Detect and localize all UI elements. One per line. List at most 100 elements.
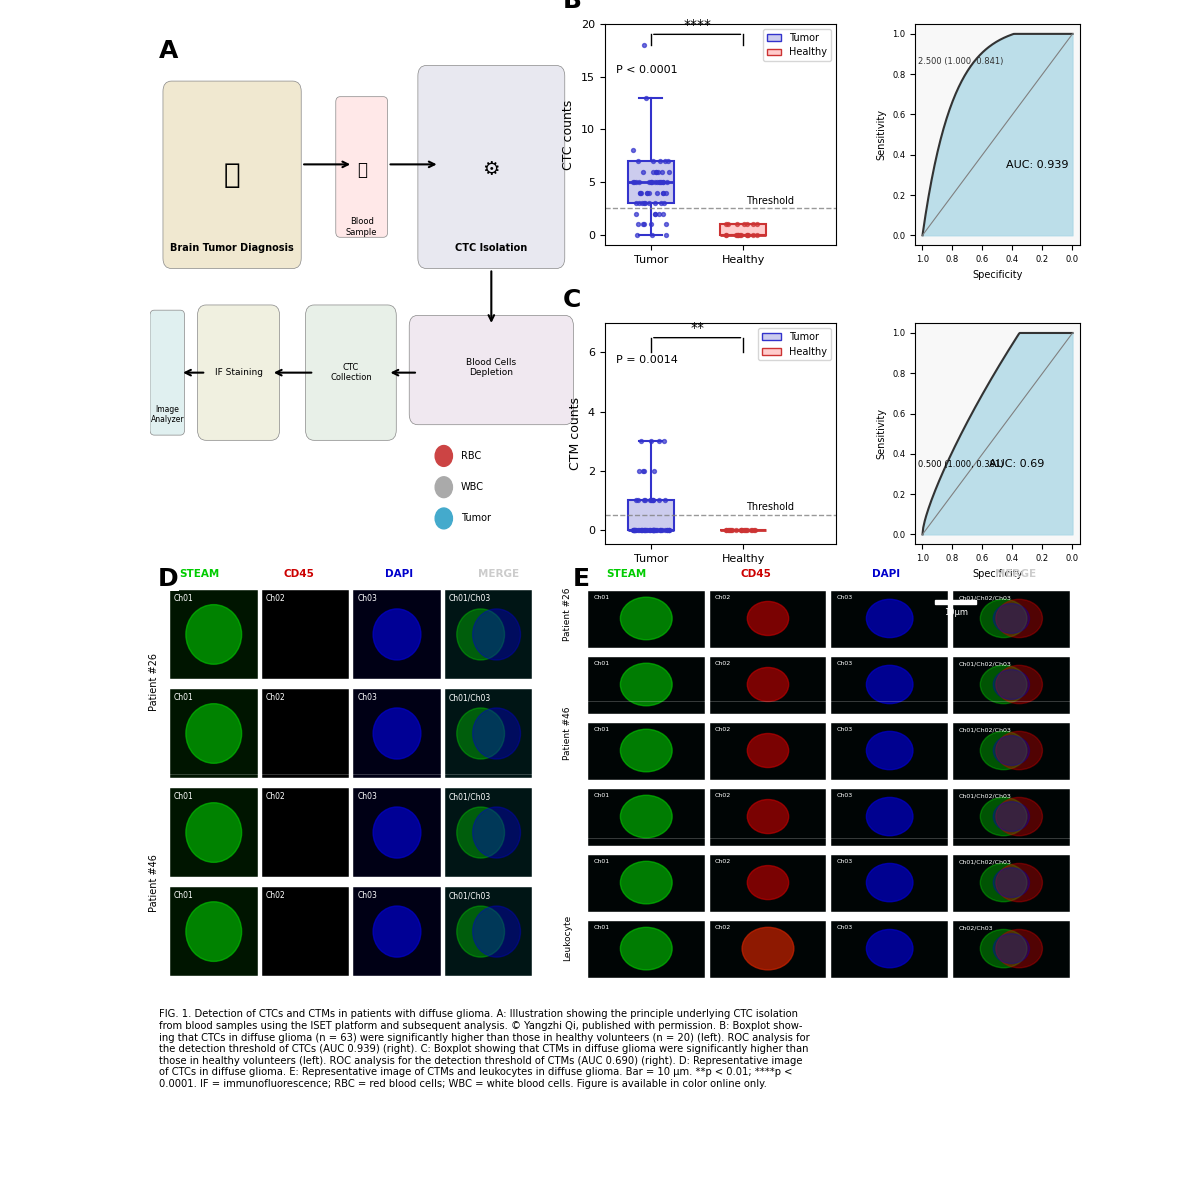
Text: Ch03: Ch03 [836, 793, 853, 798]
Circle shape [186, 902, 241, 962]
Point [727, 214, 746, 233]
Point [636, 520, 655, 539]
Text: STEAM: STEAM [607, 570, 647, 580]
Circle shape [473, 609, 521, 660]
Point [625, 520, 644, 539]
Point [634, 461, 653, 480]
Point [659, 520, 678, 539]
Circle shape [742, 927, 794, 970]
Point [649, 490, 668, 509]
Text: Patient #26: Patient #26 [149, 653, 158, 712]
Circle shape [866, 929, 913, 967]
Text: Patient #46: Patient #46 [149, 853, 158, 912]
Point [716, 520, 736, 539]
Point [629, 214, 648, 233]
FancyBboxPatch shape [353, 887, 440, 976]
FancyBboxPatch shape [170, 590, 258, 679]
Text: Ch02: Ch02 [265, 891, 286, 900]
Circle shape [748, 601, 788, 635]
Text: Ch03: Ch03 [836, 662, 853, 666]
FancyBboxPatch shape [588, 657, 704, 714]
Circle shape [866, 732, 913, 770]
FancyBboxPatch shape [832, 789, 948, 846]
Point [626, 490, 646, 509]
Point [646, 205, 665, 224]
Point [650, 173, 670, 192]
X-axis label: Specificity: Specificity [972, 569, 1022, 578]
Point [636, 520, 655, 539]
FancyBboxPatch shape [170, 689, 258, 778]
Text: 10μm: 10μm [943, 608, 967, 616]
Text: Ch01: Ch01 [593, 662, 610, 666]
Point [744, 214, 763, 233]
Point [716, 225, 736, 244]
Text: Ch01/Ch02/Ch03: Ch01/Ch02/Ch03 [959, 727, 1012, 732]
Point [656, 214, 676, 233]
Point [625, 520, 644, 539]
Text: Ch02/Ch03: Ch02/Ch03 [959, 925, 992, 931]
Circle shape [436, 477, 452, 497]
Text: Ch01/Ch03: Ch01/Ch03 [449, 693, 491, 702]
Point [642, 214, 661, 233]
Text: AUC: 0.69: AUC: 0.69 [989, 459, 1045, 469]
FancyBboxPatch shape [170, 887, 258, 976]
Point [624, 520, 643, 539]
Circle shape [457, 708, 504, 759]
Point [635, 36, 654, 55]
FancyBboxPatch shape [445, 590, 533, 679]
Point [658, 173, 677, 192]
Point [726, 225, 745, 244]
FancyBboxPatch shape [953, 789, 1069, 846]
Point [641, 490, 660, 509]
Point [731, 520, 750, 539]
Point [650, 520, 670, 539]
Point [641, 520, 660, 539]
Point [632, 520, 652, 539]
Text: Ch01: Ch01 [174, 693, 193, 702]
Point [648, 173, 667, 192]
Point [647, 183, 666, 202]
Circle shape [994, 603, 1030, 633]
Point [721, 520, 740, 539]
Circle shape [996, 732, 1043, 770]
Point [744, 225, 763, 244]
FancyBboxPatch shape [445, 689, 533, 778]
Text: Ch03: Ch03 [358, 793, 377, 801]
FancyBboxPatch shape [409, 315, 574, 425]
Point [640, 173, 659, 192]
Text: Ch01: Ch01 [174, 594, 193, 603]
Text: Brain Tumor Diagnosis: Brain Tumor Diagnosis [170, 243, 294, 252]
Point [719, 520, 738, 539]
Point [650, 151, 670, 170]
X-axis label: Specificity: Specificity [972, 270, 1022, 280]
Point [652, 173, 671, 192]
Point [630, 183, 649, 202]
FancyBboxPatch shape [588, 921, 704, 978]
Text: Ch03: Ch03 [358, 891, 377, 900]
Circle shape [996, 929, 1043, 967]
Point [653, 183, 672, 202]
PathPatch shape [628, 161, 674, 203]
Point [647, 520, 666, 539]
Text: C: C [563, 288, 582, 312]
Circle shape [980, 864, 1027, 902]
FancyBboxPatch shape [832, 722, 948, 781]
Point [642, 432, 661, 451]
Text: Ch01: Ch01 [174, 891, 193, 900]
Circle shape [980, 732, 1027, 770]
Point [644, 520, 664, 539]
Point [644, 520, 664, 539]
Point [656, 183, 676, 202]
Text: Ch03: Ch03 [836, 925, 853, 931]
Point [731, 225, 750, 244]
Circle shape [980, 929, 1027, 967]
Circle shape [373, 708, 421, 759]
Text: Ch01: Ch01 [593, 859, 610, 864]
Point [634, 214, 653, 233]
Text: Patient #26: Patient #26 [563, 588, 571, 641]
Circle shape [748, 668, 788, 702]
Text: D: D [158, 568, 179, 591]
Point [728, 225, 748, 244]
Y-axis label: CTM counts: CTM counts [569, 397, 582, 470]
Point [653, 205, 672, 224]
